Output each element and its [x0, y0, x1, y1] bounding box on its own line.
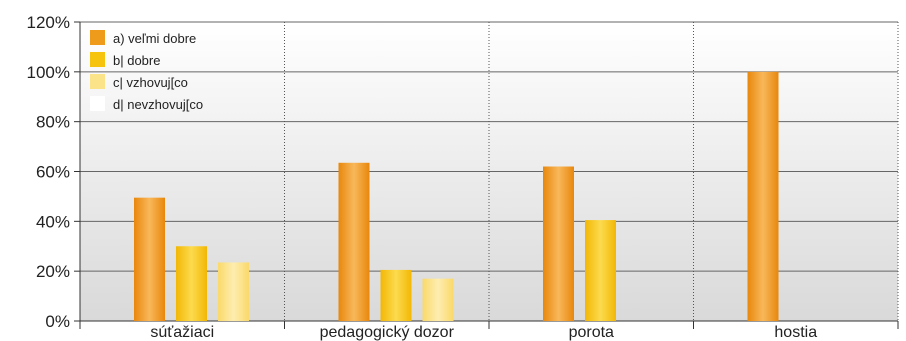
y-tick-label: 60%	[36, 163, 70, 182]
bar-2-1	[176, 246, 207, 321]
y-tick-label: 100%	[27, 63, 70, 82]
y-tick-label: 120%	[27, 13, 70, 32]
bar-1-4	[747, 71, 779, 321]
bar-1-2	[338, 162, 370, 321]
bar-2-2	[380, 269, 412, 321]
legend-swatch-2	[90, 52, 105, 67]
x-category-label: pedagogický dozor	[320, 324, 455, 341]
legend-label-3: c| vzhovuj[co	[113, 75, 188, 90]
bar-2-3	[585, 220, 616, 321]
y-tick-label: 0%	[45, 312, 70, 331]
x-category-label: porota	[569, 324, 614, 341]
legend-label-2: b| dobre	[113, 53, 160, 68]
bar-1-1	[134, 197, 165, 321]
x-category-label: súťažiaci	[150, 324, 214, 341]
legend-swatch-4	[90, 96, 105, 111]
bar-3-2	[422, 278, 454, 321]
x-category-label: hostia	[774, 324, 817, 341]
y-tick-label: 20%	[36, 262, 70, 281]
legend-swatch-3	[90, 74, 105, 89]
legend-label-1: a) veľmi dobre	[113, 31, 196, 46]
bar-1-3	[543, 166, 574, 321]
bars	[134, 71, 779, 321]
legend-label-4: d| nevzhovuj[co	[113, 97, 203, 112]
grid-lines	[80, 21, 899, 321]
y-tick-label: 80%	[36, 113, 70, 132]
axis-labels: 0% 20% 40% 60% 80% 100% 120% súťažiaci pedagogic…	[27, 13, 818, 341]
legend: a) veľmi dobre b| dobre c| vzhovuj[co d| ne…	[90, 30, 203, 112]
legend-swatch-1	[90, 30, 105, 45]
bar-3-1	[218, 262, 249, 321]
y-tick-label: 40%	[36, 212, 70, 231]
